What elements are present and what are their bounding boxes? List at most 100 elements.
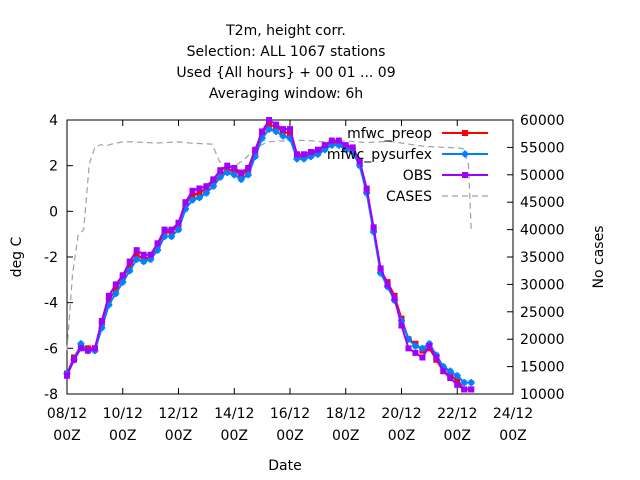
data-point-core bbox=[336, 142, 342, 148]
data-point bbox=[202, 189, 210, 197]
data-point-core bbox=[113, 291, 119, 297]
data-point bbox=[279, 132, 287, 140]
data-point bbox=[300, 151, 307, 158]
data-point bbox=[440, 368, 447, 375]
title-line-1: T2m, height corr. bbox=[225, 23, 346, 39]
y-tick-label: -6 bbox=[44, 341, 58, 357]
data-point-core bbox=[419, 345, 425, 351]
data-point bbox=[147, 251, 154, 258]
x-tick-hour: 00Z bbox=[444, 428, 471, 444]
data-point bbox=[314, 146, 321, 153]
data-point-core bbox=[224, 170, 230, 176]
data-point bbox=[244, 171, 252, 179]
data-point-core bbox=[162, 233, 168, 239]
data-point-core bbox=[461, 380, 467, 386]
data-point bbox=[259, 128, 266, 135]
data-point bbox=[133, 247, 140, 254]
title-line-4: Averaging window: 6h bbox=[209, 86, 363, 102]
data-point bbox=[196, 185, 203, 192]
y2-tick-label: 30000 bbox=[520, 277, 565, 293]
data-point bbox=[446, 367, 454, 375]
data-point bbox=[182, 199, 189, 206]
data-point-core bbox=[322, 147, 328, 153]
data-point bbox=[195, 194, 203, 202]
data-point bbox=[126, 258, 133, 265]
data-point bbox=[411, 342, 419, 350]
x-tick-date: 18/12 bbox=[326, 406, 366, 422]
data-point-core bbox=[273, 128, 279, 134]
data-point-core bbox=[357, 163, 363, 169]
data-point bbox=[273, 121, 280, 128]
legend-label: mfwc_preop bbox=[347, 126, 432, 142]
data-point-core bbox=[468, 380, 474, 386]
x-tick-hour: 00Z bbox=[221, 428, 248, 444]
x-tick-date: 16/12 bbox=[270, 406, 310, 422]
data-point bbox=[119, 278, 127, 286]
x-tick-hour: 00Z bbox=[499, 428, 526, 444]
series-cases bbox=[66, 139, 472, 351]
data-point bbox=[377, 265, 384, 272]
data-point-core bbox=[259, 135, 265, 141]
data-point bbox=[462, 130, 468, 136]
data-point-core bbox=[238, 176, 244, 182]
data-point bbox=[412, 349, 419, 356]
data-point bbox=[461, 386, 468, 393]
data-point bbox=[252, 146, 259, 153]
y2-tick-label: 25000 bbox=[520, 305, 565, 321]
data-point bbox=[454, 377, 461, 384]
title-line-3: Used {All hours} + 00 01 ... 09 bbox=[176, 65, 395, 81]
data-point-core bbox=[141, 259, 147, 265]
data-point bbox=[454, 381, 461, 388]
chart-title: T2m, height corr. Selection: ALL 1067 sta… bbox=[176, 23, 395, 102]
data-point-core bbox=[399, 318, 404, 324]
data-point bbox=[280, 126, 287, 133]
data-point-core bbox=[182, 206, 188, 212]
data-point-core bbox=[343, 147, 349, 153]
data-point-core bbox=[189, 197, 195, 203]
x-tick-date: 08/12 bbox=[47, 406, 87, 422]
y-tick-label: -4 bbox=[44, 296, 58, 312]
data-point bbox=[237, 175, 245, 183]
y2-tick-label: 45000 bbox=[520, 195, 565, 211]
data-point bbox=[426, 343, 433, 350]
data-point bbox=[328, 137, 335, 144]
y2-axis-label: No cases bbox=[591, 226, 607, 289]
data-point bbox=[64, 372, 70, 379]
data-point-core bbox=[462, 151, 468, 157]
y2-tick-label: 10000 bbox=[520, 387, 565, 403]
data-point-core bbox=[378, 270, 384, 276]
data-point-core bbox=[169, 233, 175, 239]
data-point bbox=[188, 196, 196, 204]
data-point bbox=[266, 121, 273, 128]
legend-item: mfwc_pysurfex bbox=[327, 147, 488, 163]
data-point bbox=[453, 372, 461, 380]
data-point bbox=[189, 192, 196, 199]
data-point bbox=[461, 150, 469, 158]
y-tick-label: 0 bbox=[49, 204, 58, 220]
data-point bbox=[112, 285, 119, 292]
data-point-core bbox=[196, 195, 202, 201]
y2-tick-label: 60000 bbox=[520, 113, 565, 129]
data-point bbox=[154, 240, 161, 247]
legend: mfwc_preop mfwc_pysurfex OBS CASES bbox=[327, 126, 488, 205]
data-point bbox=[133, 251, 140, 258]
x-axis-label: Date bbox=[268, 458, 301, 474]
data-point-core bbox=[266, 126, 272, 132]
y2-tick-label: 35000 bbox=[520, 250, 565, 266]
data-point bbox=[238, 169, 245, 176]
data-point bbox=[462, 172, 468, 178]
data-point bbox=[266, 117, 273, 123]
data-point bbox=[447, 375, 454, 382]
data-point bbox=[224, 162, 231, 169]
data-point bbox=[140, 251, 147, 258]
data-point-core bbox=[134, 256, 140, 262]
data-point bbox=[398, 322, 405, 329]
series-group bbox=[63, 117, 475, 393]
data-point bbox=[418, 344, 426, 352]
data-point bbox=[349, 144, 356, 151]
data-point bbox=[272, 127, 280, 135]
x-tick-date: 20/12 bbox=[381, 406, 421, 422]
title-line-2: Selection: ALL 1067 stations bbox=[187, 44, 386, 60]
data-point bbox=[384, 281, 391, 288]
data-point bbox=[245, 164, 252, 171]
